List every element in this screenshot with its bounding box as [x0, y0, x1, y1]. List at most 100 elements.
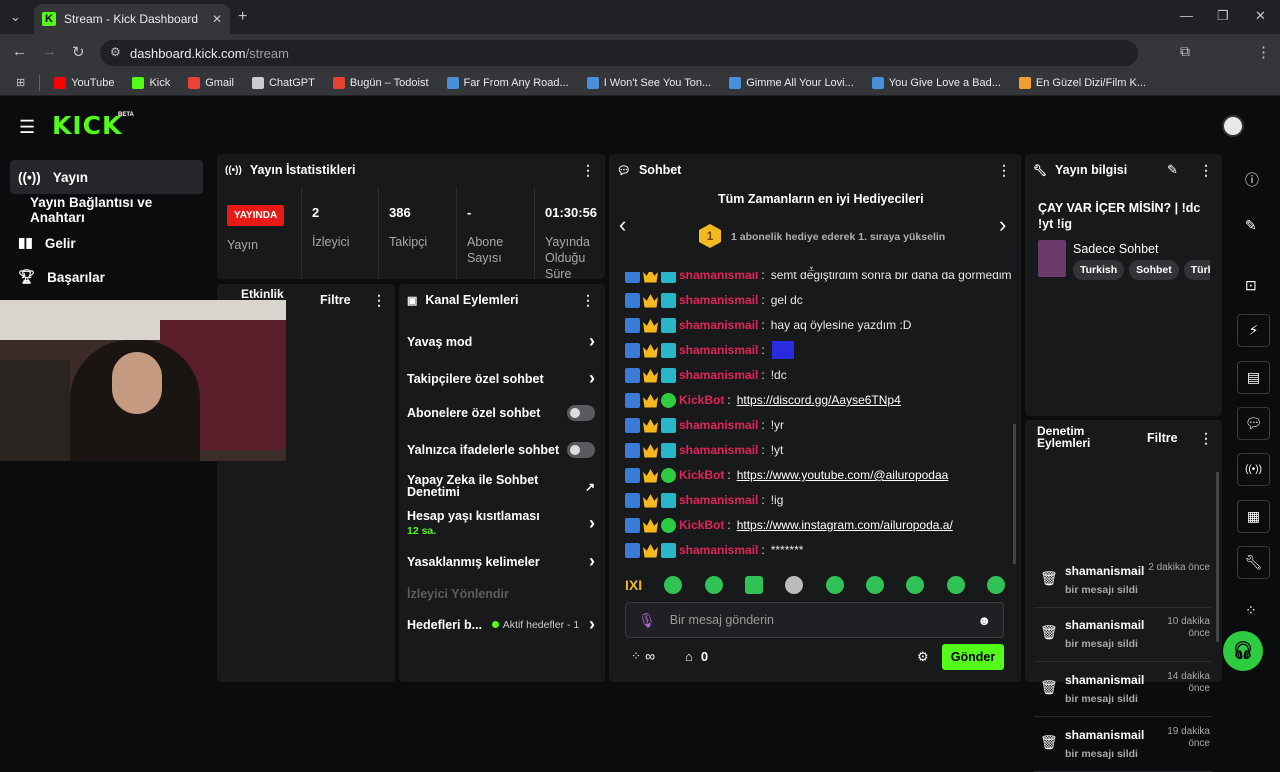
- reload-icon[interactable]: ↻: [72, 44, 85, 61]
- address-bar[interactable]: ⚙ dashboard.kick.com/stream: [100, 40, 1138, 66]
- tag[interactable]: Turkish: [1073, 260, 1125, 280]
- info-icon[interactable]: ⓘ: [1245, 172, 1259, 188]
- sidebar-item-stream-key[interactable]: Yayın Bağlantısı ve Anahtarı: [10, 193, 203, 227]
- send-button[interactable]: Gönder: [942, 644, 1004, 670]
- maximize-icon[interactable]: ❐: [1217, 8, 1229, 23]
- chat-scrollbar[interactable]: [1013, 424, 1016, 564]
- sidebar-item-revenue[interactable]: ▮▮ Gelir: [10, 226, 203, 260]
- chat-username[interactable]: shamanismail: [679, 443, 759, 457]
- banned-words-row[interactable]: Yasaklanmış kelimeler ›: [407, 551, 595, 572]
- microphone-icon[interactable]: 🎙︎: [638, 611, 656, 628]
- stream-info-menu-icon[interactable]: ⋮: [1199, 162, 1213, 178]
- bookmark-item[interactable]: Gimme All Your Lovi...: [721, 76, 862, 89]
- chat-username[interactable]: KickBot: [679, 518, 725, 532]
- menu-dots-icon[interactable]: ⋮: [1256, 44, 1271, 61]
- points-icon[interactable]: ⁘: [1245, 602, 1257, 618]
- user-avatar[interactable]: [1222, 115, 1244, 137]
- bookmark-item[interactable]: ChatGPT: [244, 76, 323, 89]
- chat-username[interactable]: shamanismail: [679, 493, 759, 507]
- mod-scrollbar[interactable]: [1216, 472, 1219, 642]
- bookmark-item[interactable]: Bugün – Todoist: [325, 76, 437, 89]
- emotes-only-toggle[interactable]: [567, 442, 595, 458]
- activity-menu-icon[interactable]: ⋮: [372, 292, 386, 308]
- bookmark-item[interactable]: I Won't See You Ton...: [579, 76, 720, 89]
- tag[interactable]: Türk: [1183, 260, 1210, 280]
- mod-actions-menu-icon[interactable]: ⋮: [1199, 430, 1213, 446]
- close-tab-icon[interactable]: ✕: [211, 12, 222, 26]
- chat-link[interactable]: https://www.youtube.com/@ailuropodaa: [736, 468, 949, 482]
- chat-username[interactable]: KickBot: [679, 468, 725, 482]
- emote-cry-icon[interactable]: [745, 576, 764, 594]
- chat-username[interactable]: KickBot: [679, 393, 725, 407]
- chat-settings-gear-icon[interactable]: ⚙: [917, 649, 929, 664]
- chat-link[interactable]: https://www.instagram.com/ailuropoda.a/: [736, 518, 953, 532]
- mod-actions-filter-button[interactable]: Filtre: [1147, 431, 1178, 445]
- sidebar-item-achievements[interactable]: 🏆︎ Başarılar: [10, 260, 203, 294]
- extensions-icon[interactable]: ⧉: [1180, 43, 1190, 59]
- emote-smile-icon[interactable]: [704, 576, 723, 594]
- bookmark-item[interactable]: En Güzel Dizi/Film K...: [1011, 76, 1154, 89]
- chat-username[interactable]: shamanismail: [679, 293, 759, 307]
- chat-menu-icon[interactable]: ⋮: [997, 162, 1011, 178]
- goals-row[interactable]: Hedefleri b... Aktif hedefler - 1 ›: [407, 614, 595, 635]
- minimize-icon[interactable]: —: [1180, 8, 1193, 23]
- mod-action-user[interactable]: shamanismail: [1065, 618, 1145, 632]
- slow-mode-row[interactable]: Yavaş mod ›: [407, 331, 595, 352]
- ai-moderation-row[interactable]: Yapay Zeka ile Sohbet Denetimi ↗: [407, 474, 595, 499]
- stats-menu-icon[interactable]: ⋮: [581, 162, 595, 178]
- gifters-prev-icon[interactable]: ‹: [619, 212, 627, 237]
- forward-icon[interactable]: →: [42, 43, 57, 60]
- bookmark-item[interactable]: YouTube: [46, 76, 122, 89]
- support-headset-button[interactable]: 🎧︎: [1223, 631, 1263, 671]
- store[interactable]: ⌂ 0: [685, 649, 708, 664]
- chat-username[interactable]: shamanismail: [679, 543, 759, 557]
- kick-logo[interactable]: KICK: [52, 111, 123, 140]
- layout-button[interactable]: ▦: [1237, 500, 1270, 533]
- account-age-row[interactable]: Hesap yaşı kısıtlaması 12 sa. ›: [407, 509, 595, 537]
- hamburger-menu-icon[interactable]: ☰: [19, 117, 36, 137]
- back-icon[interactable]: ←: [12, 43, 27, 60]
- subscribers-only-toggle[interactable]: [567, 405, 595, 421]
- emote-happy-icon[interactable]: [906, 576, 925, 594]
- channel-points[interactable]: ⁘ ∞: [631, 648, 655, 664]
- emoji-picker-icon[interactable]: ☻: [977, 612, 991, 628]
- bookmark-item[interactable]: Gmail: [180, 76, 242, 89]
- mod-action-user[interactable]: shamanismail: [1065, 673, 1145, 687]
- close-window-icon[interactable]: ✕: [1255, 8, 1266, 23]
- emote-alien-icon[interactable]: [866, 576, 884, 594]
- sidebar-item-stream[interactable]: ((•)) Yayın: [10, 160, 203, 194]
- emote-wave-icon[interactable]: [986, 576, 1005, 594]
- capture-icon[interactable]: ⊡: [1245, 277, 1257, 293]
- scroll-down-icon[interactable]: ⩡: [808, 262, 815, 276]
- emote-ghost-icon[interactable]: [664, 576, 683, 594]
- browser-tab[interactable]: K Stream - Kick Dashboard ✕: [34, 4, 230, 34]
- bookmark-item[interactable]: Far From Any Road...: [439, 76, 577, 89]
- chat-username[interactable]: shamanismail: [679, 418, 759, 432]
- tools-button[interactable]: 🔧︎: [1237, 546, 1270, 579]
- lightning-button[interactable]: ⚡︎: [1237, 314, 1270, 347]
- chat-username[interactable]: shamanismail: [679, 272, 759, 282]
- activity-filter-button[interactable]: Filtre: [320, 293, 351, 307]
- notes-button[interactable]: ▤: [1237, 361, 1270, 394]
- emote-grin-icon[interactable]: [825, 576, 844, 594]
- mod-action-user[interactable]: shamanismail: [1065, 728, 1145, 742]
- chat-input[interactable]: 🎙︎ Bir mesaj gönderin ☻: [625, 602, 1004, 638]
- category-name[interactable]: Sadece Sohbet: [1073, 242, 1159, 256]
- edit-icon[interactable]: ✎: [1245, 217, 1257, 233]
- followers-only-row[interactable]: Takipçilere özel sohbet ›: [407, 368, 595, 389]
- chat-button[interactable]: 💬︎: [1237, 407, 1270, 440]
- apps-grid-icon[interactable]: ⊞: [16, 77, 26, 89]
- emote-blob-icon[interactable]: [946, 576, 965, 594]
- broadcast-button[interactable]: ((•)): [1237, 453, 1270, 486]
- chat-username[interactable]: shamanismail: [679, 368, 759, 382]
- tab-list-icon[interactable]: ⌄: [10, 9, 21, 24]
- chat-link[interactable]: https://discord.gg/Aayse6TNp4: [736, 393, 901, 407]
- site-info-icon[interactable]: ⚙: [110, 45, 121, 59]
- mod-action-user[interactable]: shamanismail: [1065, 564, 1145, 578]
- edit-pencil-icon[interactable]: ✎: [1167, 162, 1178, 177]
- gifters-next-icon[interactable]: ›: [999, 212, 1007, 237]
- category-thumbnail[interactable]: [1038, 240, 1066, 277]
- emote-skull-icon[interactable]: [785, 576, 804, 594]
- chat-username[interactable]: shamanismail: [679, 343, 759, 357]
- emote-strip-label[interactable]: IXI: [625, 577, 643, 593]
